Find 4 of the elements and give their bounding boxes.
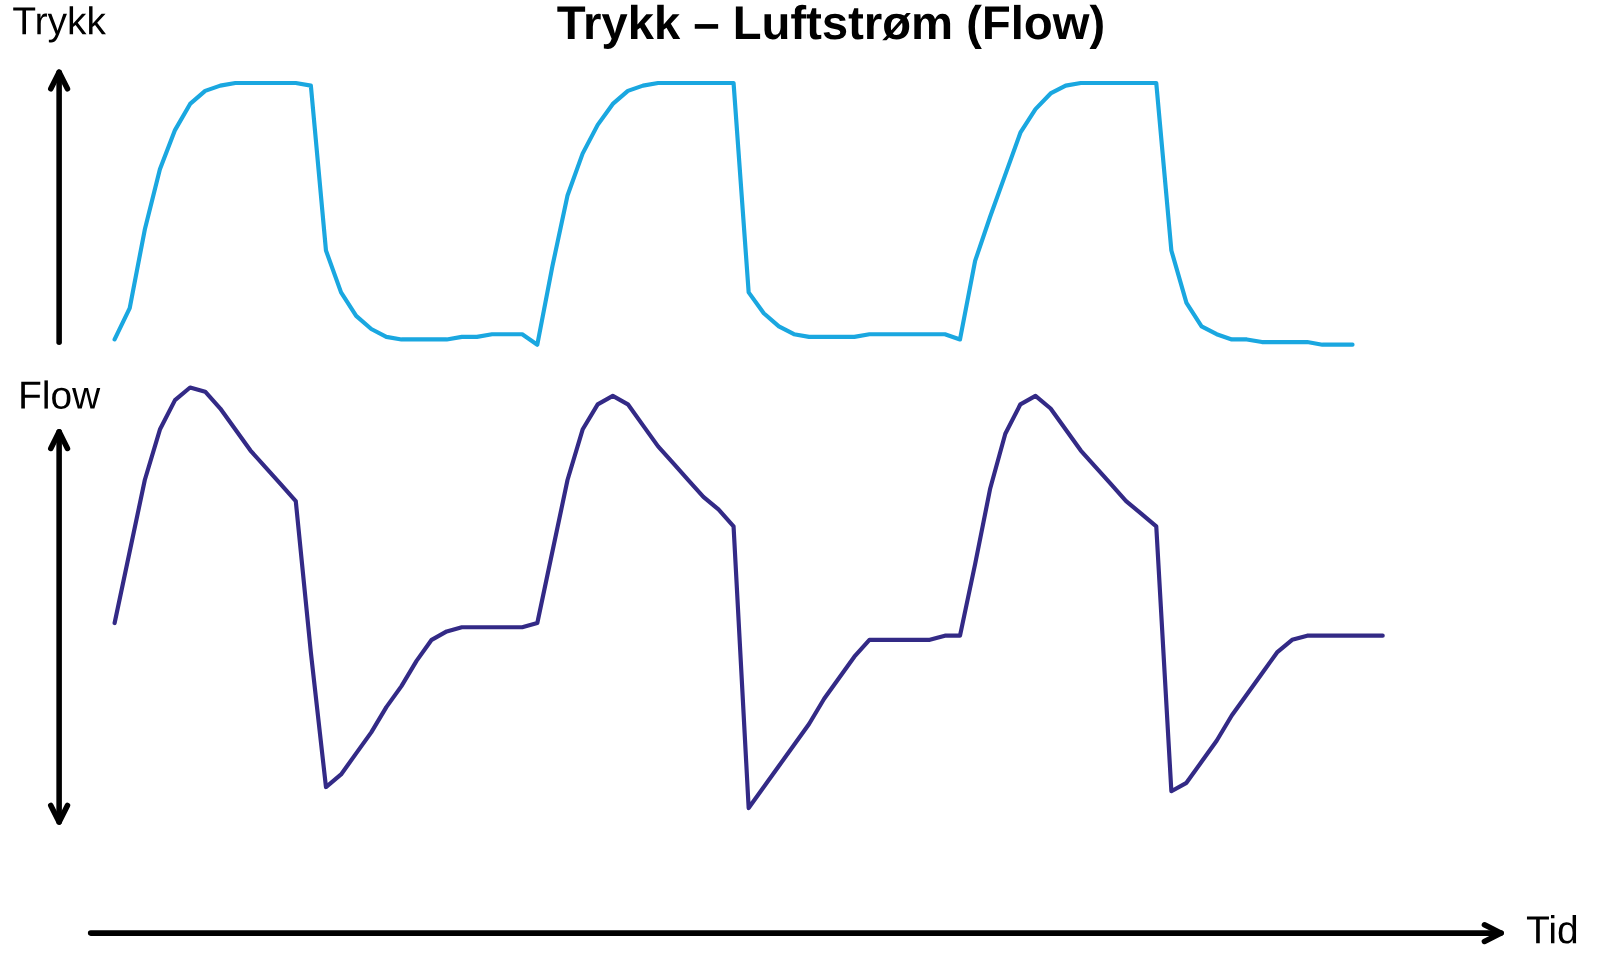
y-axis-title: Flow [21,380,101,409]
x-axis-title: Tid [1526,914,1577,944]
chart-title: Trykk – Luftstrøm (Flow) [557,4,1103,49]
y-axis-title: Trykk [13,6,106,43]
